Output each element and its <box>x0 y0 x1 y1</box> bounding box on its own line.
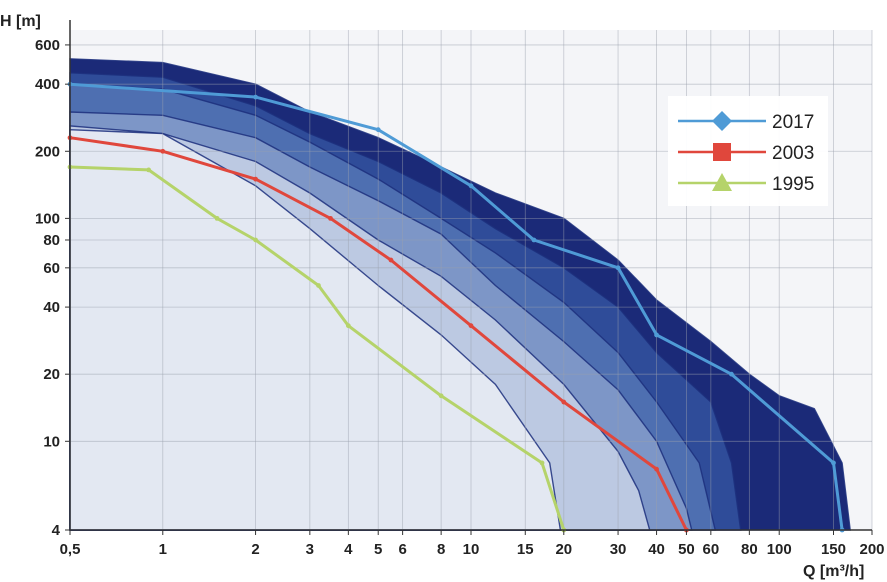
point-2003-7 <box>654 466 659 472</box>
x-tick-label: 40 <box>648 541 665 558</box>
point-2003-6 <box>561 399 567 405</box>
y-tick-labels: 4 10 20 40 60 80 100 200 400 600 <box>35 37 70 539</box>
x-tick-label: 100 <box>767 541 792 558</box>
legend-triangle-icon <box>712 173 732 191</box>
x-tick-label: 80 <box>741 541 758 558</box>
legend-label-2003: 2003 <box>772 143 814 164</box>
point-2003-3 <box>328 215 333 221</box>
legend: 2017 2003 1995 <box>668 96 828 206</box>
y-tick-label: 80 <box>43 232 60 249</box>
legend-square-icon <box>713 143 731 161</box>
y-axis-title: H [m] <box>0 13 41 30</box>
x-tick-label: 1 <box>159 541 167 558</box>
x-axis-title: Q [m³/h] <box>803 563 864 580</box>
point-2017-8 <box>831 460 836 466</box>
x-tick-label: 6 <box>398 541 406 558</box>
point-2017-3 <box>468 183 474 189</box>
y-tick-label: 100 <box>35 210 60 227</box>
point-1995-4 <box>316 283 321 288</box>
point-2003-2 <box>253 176 258 182</box>
x-tick-label: 2 <box>251 541 259 558</box>
point-2017-5 <box>615 265 621 271</box>
x-tick-labels: 0,5 1 2 3 4 5 6 8 10 15 20 30 40 50 60 80 100 150 200 <box>60 530 885 558</box>
series-lines <box>67 81 845 533</box>
y-tick-label: 20 <box>43 366 60 383</box>
point-2003-5 <box>468 323 474 329</box>
x-tick-label: 3 <box>306 541 314 558</box>
x-tick-label: 30 <box>610 541 627 558</box>
x-tick-label: 150 <box>821 541 846 558</box>
x-tick-label: 5 <box>374 541 382 558</box>
y-tick-label: 10 <box>43 433 60 450</box>
point-2003-1 <box>160 148 166 154</box>
x-tick-label: 15 <box>517 541 534 558</box>
x-tick-label: 200 <box>859 541 884 558</box>
x-tick-label: 8 <box>437 541 445 558</box>
x-tick-label: 20 <box>555 541 572 558</box>
pump-envelopes <box>69 58 851 531</box>
point-1995-2 <box>214 215 220 221</box>
x-tick-label: 4 <box>344 541 353 558</box>
x-tick-label: 0,5 <box>60 541 81 558</box>
y-tick-label: 600 <box>35 37 60 54</box>
x-tick-label: 60 <box>702 541 719 558</box>
point-1995-5 <box>345 323 351 329</box>
y-tick-label: 40 <box>43 299 60 316</box>
point-2017-7 <box>729 371 734 377</box>
legend-diamond-icon <box>712 111 732 131</box>
y-tick-label: 400 <box>35 76 60 93</box>
point-1995-1 <box>146 167 152 173</box>
point-1995-6 <box>438 393 444 399</box>
series-line-2017 <box>69 82 844 531</box>
point-1995-7 <box>539 460 545 466</box>
y-tick-label: 4 <box>52 522 61 539</box>
legend-label-2017: 2017 <box>772 112 814 133</box>
point-2017-2 <box>375 127 381 133</box>
point-2017-6 <box>654 332 659 338</box>
point-2017-4 <box>531 237 537 243</box>
point-1995-3 <box>253 237 258 243</box>
x-tick-label: 10 <box>463 541 480 558</box>
point-2017-1 <box>253 94 258 100</box>
y-tick-label: 60 <box>43 260 60 277</box>
point-2003-4 <box>388 257 394 263</box>
x-tick-label: 50 <box>678 541 695 558</box>
legend-label-1995: 1995 <box>772 174 814 195</box>
y-tick-label: 200 <box>35 143 60 160</box>
